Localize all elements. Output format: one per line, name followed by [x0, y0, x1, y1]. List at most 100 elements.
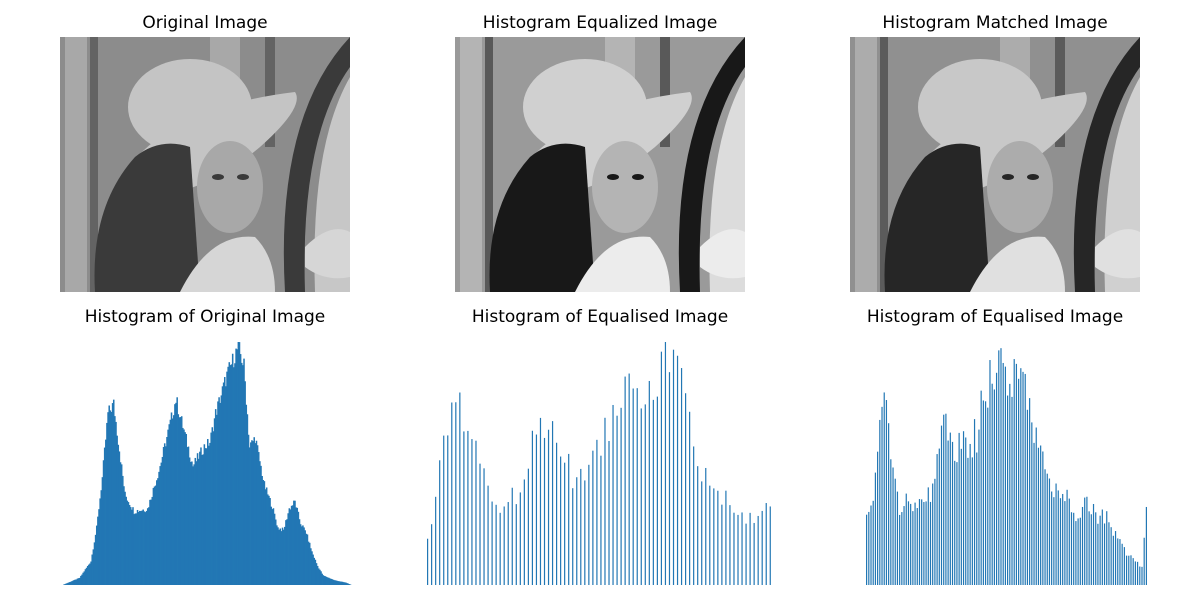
histogram-bar: [1079, 517, 1081, 585]
histogram-bar: [515, 504, 517, 585]
histogram-bar: [556, 442, 558, 585]
histogram-bar: [1035, 427, 1037, 585]
histogram-bar: [246, 414, 249, 585]
histogram-bar: [1029, 398, 1031, 585]
histogram-bar: [285, 520, 287, 585]
histogram-bar: [1013, 359, 1015, 585]
histogram-bar: [733, 512, 735, 585]
histogram-bar: [1117, 538, 1119, 585]
histogram-bar: [1121, 543, 1123, 585]
shoulder-shape: [970, 236, 1065, 292]
histogram-bar: [932, 483, 934, 585]
histogram-bar: [176, 397, 178, 585]
histogram-bar: [899, 514, 901, 585]
histogram-bar: [321, 573, 323, 585]
histogram-bar: [316, 565, 319, 585]
histogram-bar: [180, 416, 183, 585]
histogram-bar: [327, 577, 329, 585]
histogram-bar: [487, 485, 489, 585]
histogram-bar: [77, 578, 80, 585]
histogram-bar: [211, 427, 214, 585]
histogram-bar: [243, 358, 245, 585]
histogram-bar: [193, 464, 195, 585]
histogram-bar: [221, 386, 224, 585]
histogram-bar: [342, 582, 345, 585]
histogram-bar: [1004, 366, 1006, 585]
histogram-bar: [254, 443, 257, 585]
histogram-bar: [165, 446, 167, 585]
histogram-bar: [1015, 363, 1018, 585]
histogram-bar: [84, 569, 87, 585]
histogram-bar: [151, 496, 154, 585]
histogram-bar: [1033, 442, 1035, 585]
histogram-bar: [943, 414, 945, 585]
histogram-bar: [604, 417, 606, 585]
histogram-bar: [123, 486, 125, 585]
histogram-bar: [175, 402, 177, 585]
histogram-bar: [620, 407, 622, 585]
histogram-bar: [200, 447, 202, 585]
histogram-bar: [307, 541, 310, 585]
histogram-bar: [235, 348, 237, 585]
histogram-bar: [1068, 498, 1070, 585]
histogram-bar: [137, 511, 140, 585]
histogram-bar: [903, 506, 905, 585]
histogram-bar: [273, 513, 276, 585]
histogram-bar: [145, 510, 148, 585]
histogram-bar: [971, 457, 973, 585]
histogram-bar: [435, 496, 437, 585]
histogram-bar: [672, 349, 675, 585]
histogram-bar: [628, 373, 630, 585]
histogram-bar: [166, 436, 168, 585]
histogram-bar: [519, 492, 521, 585]
histogram-bar: [1119, 539, 1121, 585]
histogram-bar: [547, 429, 550, 585]
histogram-bar: [91, 554, 93, 585]
histogram-bar: [128, 505, 131, 585]
histogram-bar: [188, 457, 191, 585]
panel-title-hist-matched: Histogram of Equalised Image: [867, 307, 1123, 327]
histogram-bar: [1046, 473, 1048, 585]
histogram-bar: [301, 526, 303, 585]
histogram-bar: [220, 395, 223, 585]
histogram-bar: [877, 451, 879, 585]
histogram-bar: [118, 451, 121, 585]
histogram-bar: [250, 442, 252, 585]
histogram-bar: [264, 489, 267, 585]
histogram-bar: [1145, 506, 1147, 585]
histogram-bar: [580, 468, 582, 585]
histogram-bar: [228, 362, 231, 585]
histogram-bar: [184, 432, 186, 585]
histogram-bar: [685, 393, 687, 585]
histogram-bar: [543, 437, 546, 585]
histogram-bar: [1097, 523, 1099, 585]
histogram-bar: [483, 468, 485, 585]
histogram-bar: [676, 355, 679, 585]
histogram-bar: [135, 513, 138, 585]
histogram-bar: [1130, 555, 1132, 585]
histogram-bar: [1073, 512, 1075, 585]
histogram-bar: [99, 498, 101, 585]
histogram-bar: [242, 365, 244, 585]
histogram-bar: [431, 524, 433, 585]
histogram-bar: [337, 581, 339, 585]
histogram-bar: [214, 409, 217, 585]
histogram-bar: [64, 584, 66, 585]
histogram-bar: [632, 388, 634, 585]
face-shape: [987, 141, 1053, 233]
histogram-bar: [75, 579, 78, 585]
histogram-bar: [119, 462, 122, 585]
image-panel-matched: [850, 37, 1140, 292]
histogram-bar: [126, 500, 129, 585]
histogram-bar: [1048, 478, 1051, 585]
histogram-bar: [1101, 509, 1103, 585]
histogram-bar: [333, 580, 336, 585]
histogram-bar: [252, 441, 254, 585]
histogram-bar: [701, 481, 703, 585]
histogram-bar: [1066, 489, 1068, 585]
histogram-bar: [257, 452, 260, 585]
histogram-bar: [648, 380, 650, 585]
histogram-bar: [439, 460, 441, 585]
histogram-bar: [190, 461, 192, 585]
histogram-bar: [271, 509, 274, 585]
